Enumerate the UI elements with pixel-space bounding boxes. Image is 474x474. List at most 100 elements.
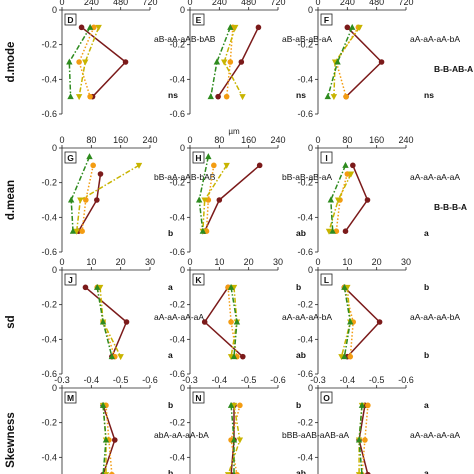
panel-o-annotation: aA-aA-aA-aA (410, 430, 460, 440)
panel-f-ytick-label: -0.6 (297, 109, 313, 119)
panel-e-olive-point (232, 24, 239, 31)
panel-d-dark_red-point (78, 24, 85, 31)
panel-o-orange-line (361, 405, 369, 474)
panel-d-ytick-label: -0.4 (41, 74, 57, 84)
panel-g-green-point (67, 196, 75, 203)
panel-i-letter-box (320, 151, 333, 164)
panel-h-xtick-label: 0 (187, 135, 192, 145)
panel-i-dark_red-point (342, 228, 349, 234)
panel-n-xtick-label: -0.6 (270, 375, 286, 385)
panel-n-letter: N (195, 393, 201, 403)
panel-h-dark_red-point (216, 197, 223, 203)
panel-i-xtick-label: 160 (369, 135, 384, 145)
panel-l-green-point (347, 318, 354, 325)
panel-e-xtick-label: 480 (241, 0, 256, 7)
panel-n-xtick-label: -0.4 (212, 375, 228, 385)
panel-h-ytick-label: -0.2 (169, 178, 185, 188)
panel-f-ytick-label: -0.4 (297, 74, 313, 84)
row-right-label-1: B-B-AB-A (434, 64, 473, 74)
panel-d-olive-point (82, 59, 89, 66)
panel-g-letter: G (67, 153, 74, 163)
panel-g-dark_red-point (97, 171, 104, 177)
panel-j-letter-box (64, 273, 77, 286)
panel-j-olive-point (117, 354, 124, 361)
panel-n-ytick-label: 0 (180, 383, 185, 393)
panel-e-ytick-label: -0.4 (169, 74, 185, 84)
panel-j-ytick-label: -0.2 (41, 300, 57, 310)
panel-n-olive-point (236, 437, 244, 444)
panel-h-annotation: bB-aB-aB-aA (282, 172, 332, 182)
panel-m-xtick-label: -0.4 (84, 375, 100, 385)
panel-i-bottom-label: a (424, 228, 429, 238)
panel-n-bottom-label: ab (296, 468, 306, 474)
panel-n-green-point (227, 401, 235, 408)
panel-g-ytick-label: -0.6 (41, 247, 57, 257)
panel-e-green-line (210, 27, 231, 97)
panel-m-orange-point (109, 471, 115, 474)
panel-g-dark_red-point (94, 197, 100, 203)
panel-e-orange-point (227, 59, 234, 65)
panel-i-ytick-label: -0.2 (297, 178, 313, 188)
panel-l-dark_red-point (376, 319, 383, 325)
panel-e-dark_red-point (238, 59, 245, 65)
panel-e-xtick-label: 240 (212, 0, 227, 7)
panel-m-bottom-label: b (168, 468, 173, 474)
panel-k-annotation: aA-aA-aA-bA (282, 312, 332, 322)
panel-l-xtick-label: 0 (315, 257, 320, 267)
panel-l-letter: L (324, 275, 329, 285)
panel-d-ytick-label: 0 (52, 5, 57, 15)
panel-m-orange-line (105, 405, 113, 474)
panel-m-letter: M (67, 393, 74, 403)
panel-o-orange-point (365, 402, 371, 409)
panel-g-xtick-label: 240 (142, 135, 157, 145)
panel-o-ytick-label: -0.4 (297, 452, 313, 462)
panel-k-letter: K (195, 275, 202, 285)
panel-e-ytick-label: -0.2 (169, 40, 185, 50)
panel-e-dark_red-point (255, 24, 262, 31)
panel-i-ytick-label: -0.6 (297, 247, 313, 257)
panel-k-xtick-label: 30 (273, 257, 283, 267)
panel-g-xtick-label: 160 (113, 135, 128, 145)
panel-j-green-point (99, 318, 107, 325)
panel-g-green-line (70, 156, 91, 232)
panel-d-olive-line (78, 27, 100, 97)
panel-h-ytick-label: -0.4 (169, 212, 185, 222)
panel-h-xtick-label: 240 (270, 135, 285, 145)
panel-d-letter: D (67, 15, 73, 25)
panel-d-dark_red-line (81, 26, 127, 98)
panel-e-bottom-label: ns (296, 90, 306, 100)
panel-k-xtick-label: 0 (187, 257, 192, 267)
panel-i-olive-point (325, 228, 333, 235)
panel-f-xtick-label: 240 (340, 0, 355, 7)
panel-h-xtick-label: 160 (241, 135, 256, 145)
panel-n-ytick-label: -0.4 (169, 452, 185, 462)
panel-f-xtick-label: 720 (398, 0, 413, 7)
panel-g-orange-point (90, 162, 96, 169)
panel-k-letter-box (192, 273, 205, 286)
panel-g-green-point (69, 227, 77, 234)
panel-o-bottom-label: a (424, 468, 429, 474)
panel-e-letter: E (196, 15, 202, 25)
panel-k-bottom-label: ab (296, 350, 306, 360)
panel-i-dark_red-point (364, 197, 371, 203)
panel-f-ytick-label: -0.2 (297, 40, 313, 50)
panel-k-olive-point (227, 354, 235, 361)
panel-n-orange-point (234, 471, 240, 474)
panel-o-green-point (355, 436, 363, 443)
panel-l-xtick-label: 30 (401, 257, 411, 267)
panel-e-olive-point (239, 94, 246, 101)
panel-g-xtick-label: 80 (86, 135, 96, 145)
row-ylabel-4: Skewness (5, 412, 17, 468)
panel-l-orange-point (347, 353, 354, 360)
panel-n-top-label: b (296, 400, 301, 410)
panel-g-ytick-label: -0.2 (41, 178, 57, 188)
panel-m-dark_red-point (112, 437, 118, 443)
panel-g-olive-point (77, 197, 84, 204)
panel-f-xtick-label: 480 (369, 0, 384, 7)
panel-m-ytick-label: 0 (52, 383, 57, 393)
panel-f-olive-point (330, 94, 338, 101)
panel-j-dark_red-point (123, 319, 130, 325)
panel-g-olive-point (73, 228, 80, 235)
panel-j-xtick-label: 0 (59, 257, 64, 267)
panel-m-top-label: b (168, 400, 173, 410)
